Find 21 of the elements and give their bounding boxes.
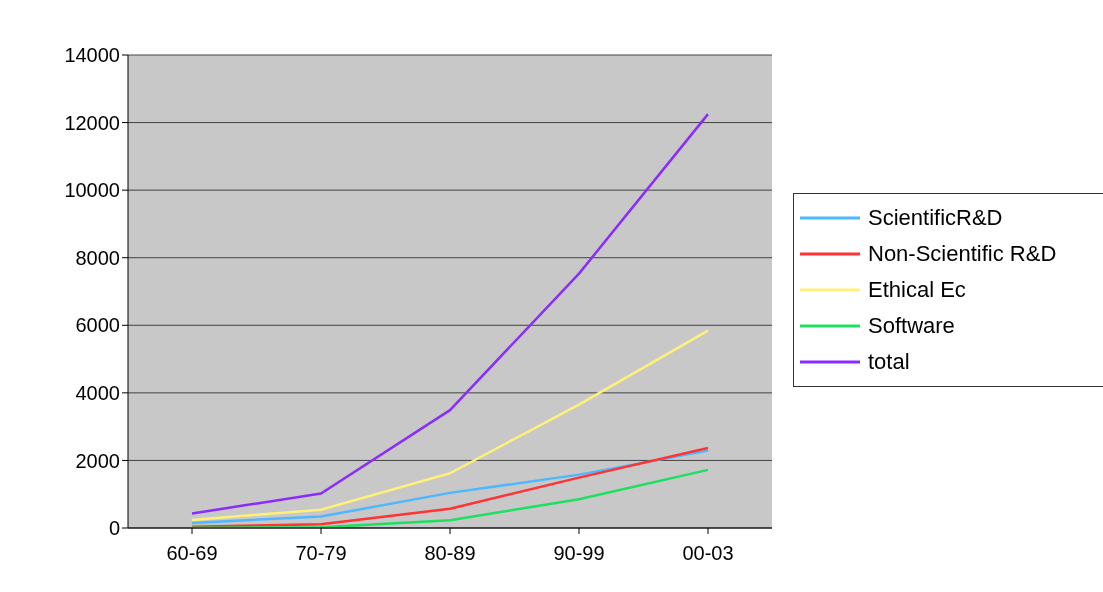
x-tick-label: 80-89 — [424, 542, 476, 565]
x-tick-label: 70-79 — [295, 542, 347, 565]
y-tick-label: 14000 — [64, 44, 120, 67]
y-tick-label: 8000 — [75, 246, 120, 269]
y-tick-label: 4000 — [75, 381, 120, 404]
y-tick-label: 0 — [108, 517, 120, 540]
legend-label: ScientificR&D — [868, 204, 1003, 232]
legend-label: Non-Scientific R&D — [868, 240, 1057, 268]
y-tick-label: 10000 — [64, 179, 120, 202]
y-tick-label: 2000 — [75, 449, 120, 472]
legend-label: Ethical Ec — [868, 276, 966, 304]
line-series — [190, 468, 710, 528]
y-tick-label: 12000 — [64, 111, 120, 134]
line-series — [190, 112, 710, 515]
legend-label: total — [868, 348, 910, 376]
legend-label: Software — [868, 312, 955, 340]
x-tick-label: 90-99 — [553, 542, 605, 565]
y-tick-label: 6000 — [75, 314, 120, 337]
line-series — [190, 329, 710, 522]
x-tick-label: 00-03 — [682, 542, 734, 565]
x-tick-label: 60-69 — [166, 542, 218, 565]
